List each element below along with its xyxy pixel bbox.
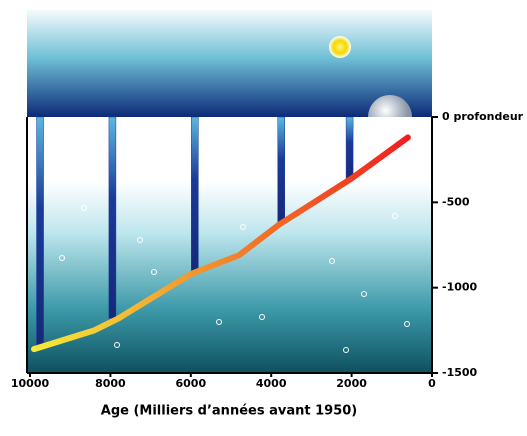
pillar xyxy=(278,117,285,223)
y-tick-label: -500 xyxy=(442,195,470,208)
x-tick-label: 2000 xyxy=(336,377,367,390)
pillar xyxy=(37,117,44,346)
pillar xyxy=(346,117,353,180)
y-tick-label: -1500 xyxy=(442,366,478,379)
x-tick-label: 4000 xyxy=(256,377,287,390)
x-tick-label: 8000 xyxy=(95,377,126,390)
x-tick-label: 0 xyxy=(428,377,436,390)
sky xyxy=(27,10,432,117)
pillar xyxy=(191,117,198,272)
chart: Age (Milliers d’années avant 1950) 0 pro… xyxy=(0,0,527,432)
sun xyxy=(329,36,351,58)
x-tick-label: 6000 xyxy=(175,377,206,390)
x-tick-label: 10000 xyxy=(11,377,50,390)
y-tick-label: 0 profondeur xyxy=(442,110,524,123)
pillar xyxy=(109,117,116,318)
x-axis-label: Age (Milliers d’années avant 1950) xyxy=(101,404,357,419)
y-tick-label: -1000 xyxy=(442,281,478,294)
